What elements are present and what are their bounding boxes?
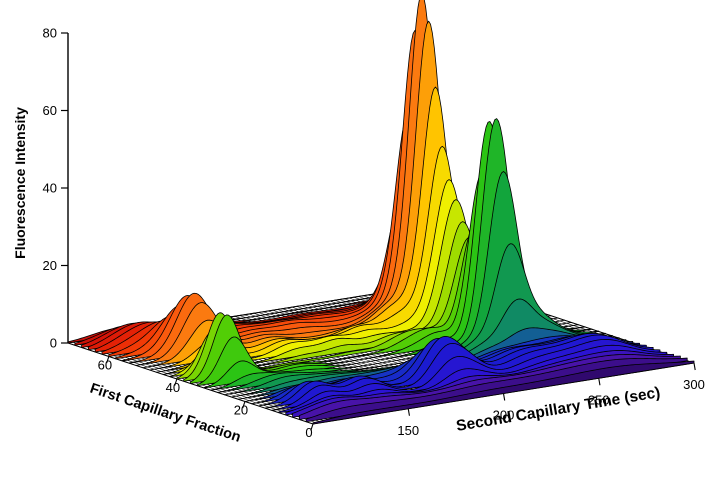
fraction-axis-tick (310, 423, 314, 431)
fraction-axis-tick-label: 20 (234, 403, 248, 418)
z-axis: 0 20 40 60 80 (43, 26, 69, 351)
fraction-axis-tick (174, 378, 178, 386)
time-axis-tick (407, 408, 410, 416)
z-axis-tick-label: 0 (50, 336, 57, 351)
z-axis-tick-label: 80 (43, 26, 57, 41)
time-axis-tick-label: 250 (588, 392, 610, 407)
z-axis-tick-label: 20 (43, 258, 57, 273)
fraction-axis: 0 20 40 60 (98, 356, 314, 440)
time-axis: 150 200 250 300 (397, 362, 705, 438)
fraction-axis-tick-label: 60 (98, 358, 112, 373)
time-axis-tick-label: 300 (683, 377, 705, 392)
time-axis-tick (693, 362, 696, 371)
surface-trace-f0 (312, 360, 695, 425)
time-axis-tick (598, 378, 601, 386)
z-axis-tick-label: 60 (43, 103, 57, 118)
time-axis-tick-label: 200 (493, 408, 515, 423)
fraction-axis-tick-label: 40 (166, 380, 180, 395)
z-axis-tick-label: 40 (43, 181, 57, 196)
fraction-axis-tick (242, 401, 246, 409)
time-axis-tick-label: 150 (397, 423, 419, 438)
fraction-axis-tick-label: 0 (305, 425, 312, 440)
fraction-axis-tick (106, 356, 110, 364)
surface-traces (67, 0, 695, 425)
time-axis-tick (502, 393, 506, 401)
z-axis-title: Fluorescence Intensity (12, 107, 28, 259)
